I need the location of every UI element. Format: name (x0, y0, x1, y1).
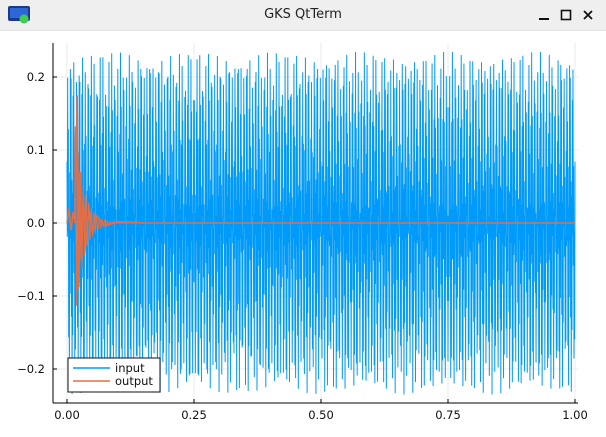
x-tick-label: 0.50 (308, 408, 334, 422)
legend-label-input: input (115, 361, 145, 375)
window-title: GKS QtTerm (264, 7, 342, 22)
input-series-line (66, 51, 576, 395)
x-tick-label: 1.00 (562, 408, 588, 422)
y-tick-label: −0.2 (17, 362, 45, 376)
plot-canvas: 0.00 0.25 0.50 0.75 1.00 −0.2 −0.1 0.0 0.1 0.2 in… (0, 31, 606, 437)
x-tick-label: 0.00 (54, 408, 80, 422)
x-tick-label: 0.75 (435, 408, 461, 422)
maximize-icon[interactable] (558, 7, 574, 23)
close-icon[interactable] (580, 7, 596, 23)
legend-box (67, 357, 161, 393)
y-tick-label: 0.1 (27, 143, 45, 157)
y-tick-label: 0.0 (27, 216, 45, 230)
y-tick-label: 0.2 (27, 70, 45, 84)
legend-label-output: output (115, 374, 153, 388)
gks-qtterm-app-icon (8, 6, 30, 24)
output-transient-ringing (74, 126, 136, 306)
title-bar[interactable]: GKS QtTerm (0, 0, 606, 31)
x-tick-label: 0.25 (181, 408, 207, 422)
minimize-icon[interactable] (536, 7, 552, 23)
y-tick-label: −0.1 (17, 289, 45, 303)
